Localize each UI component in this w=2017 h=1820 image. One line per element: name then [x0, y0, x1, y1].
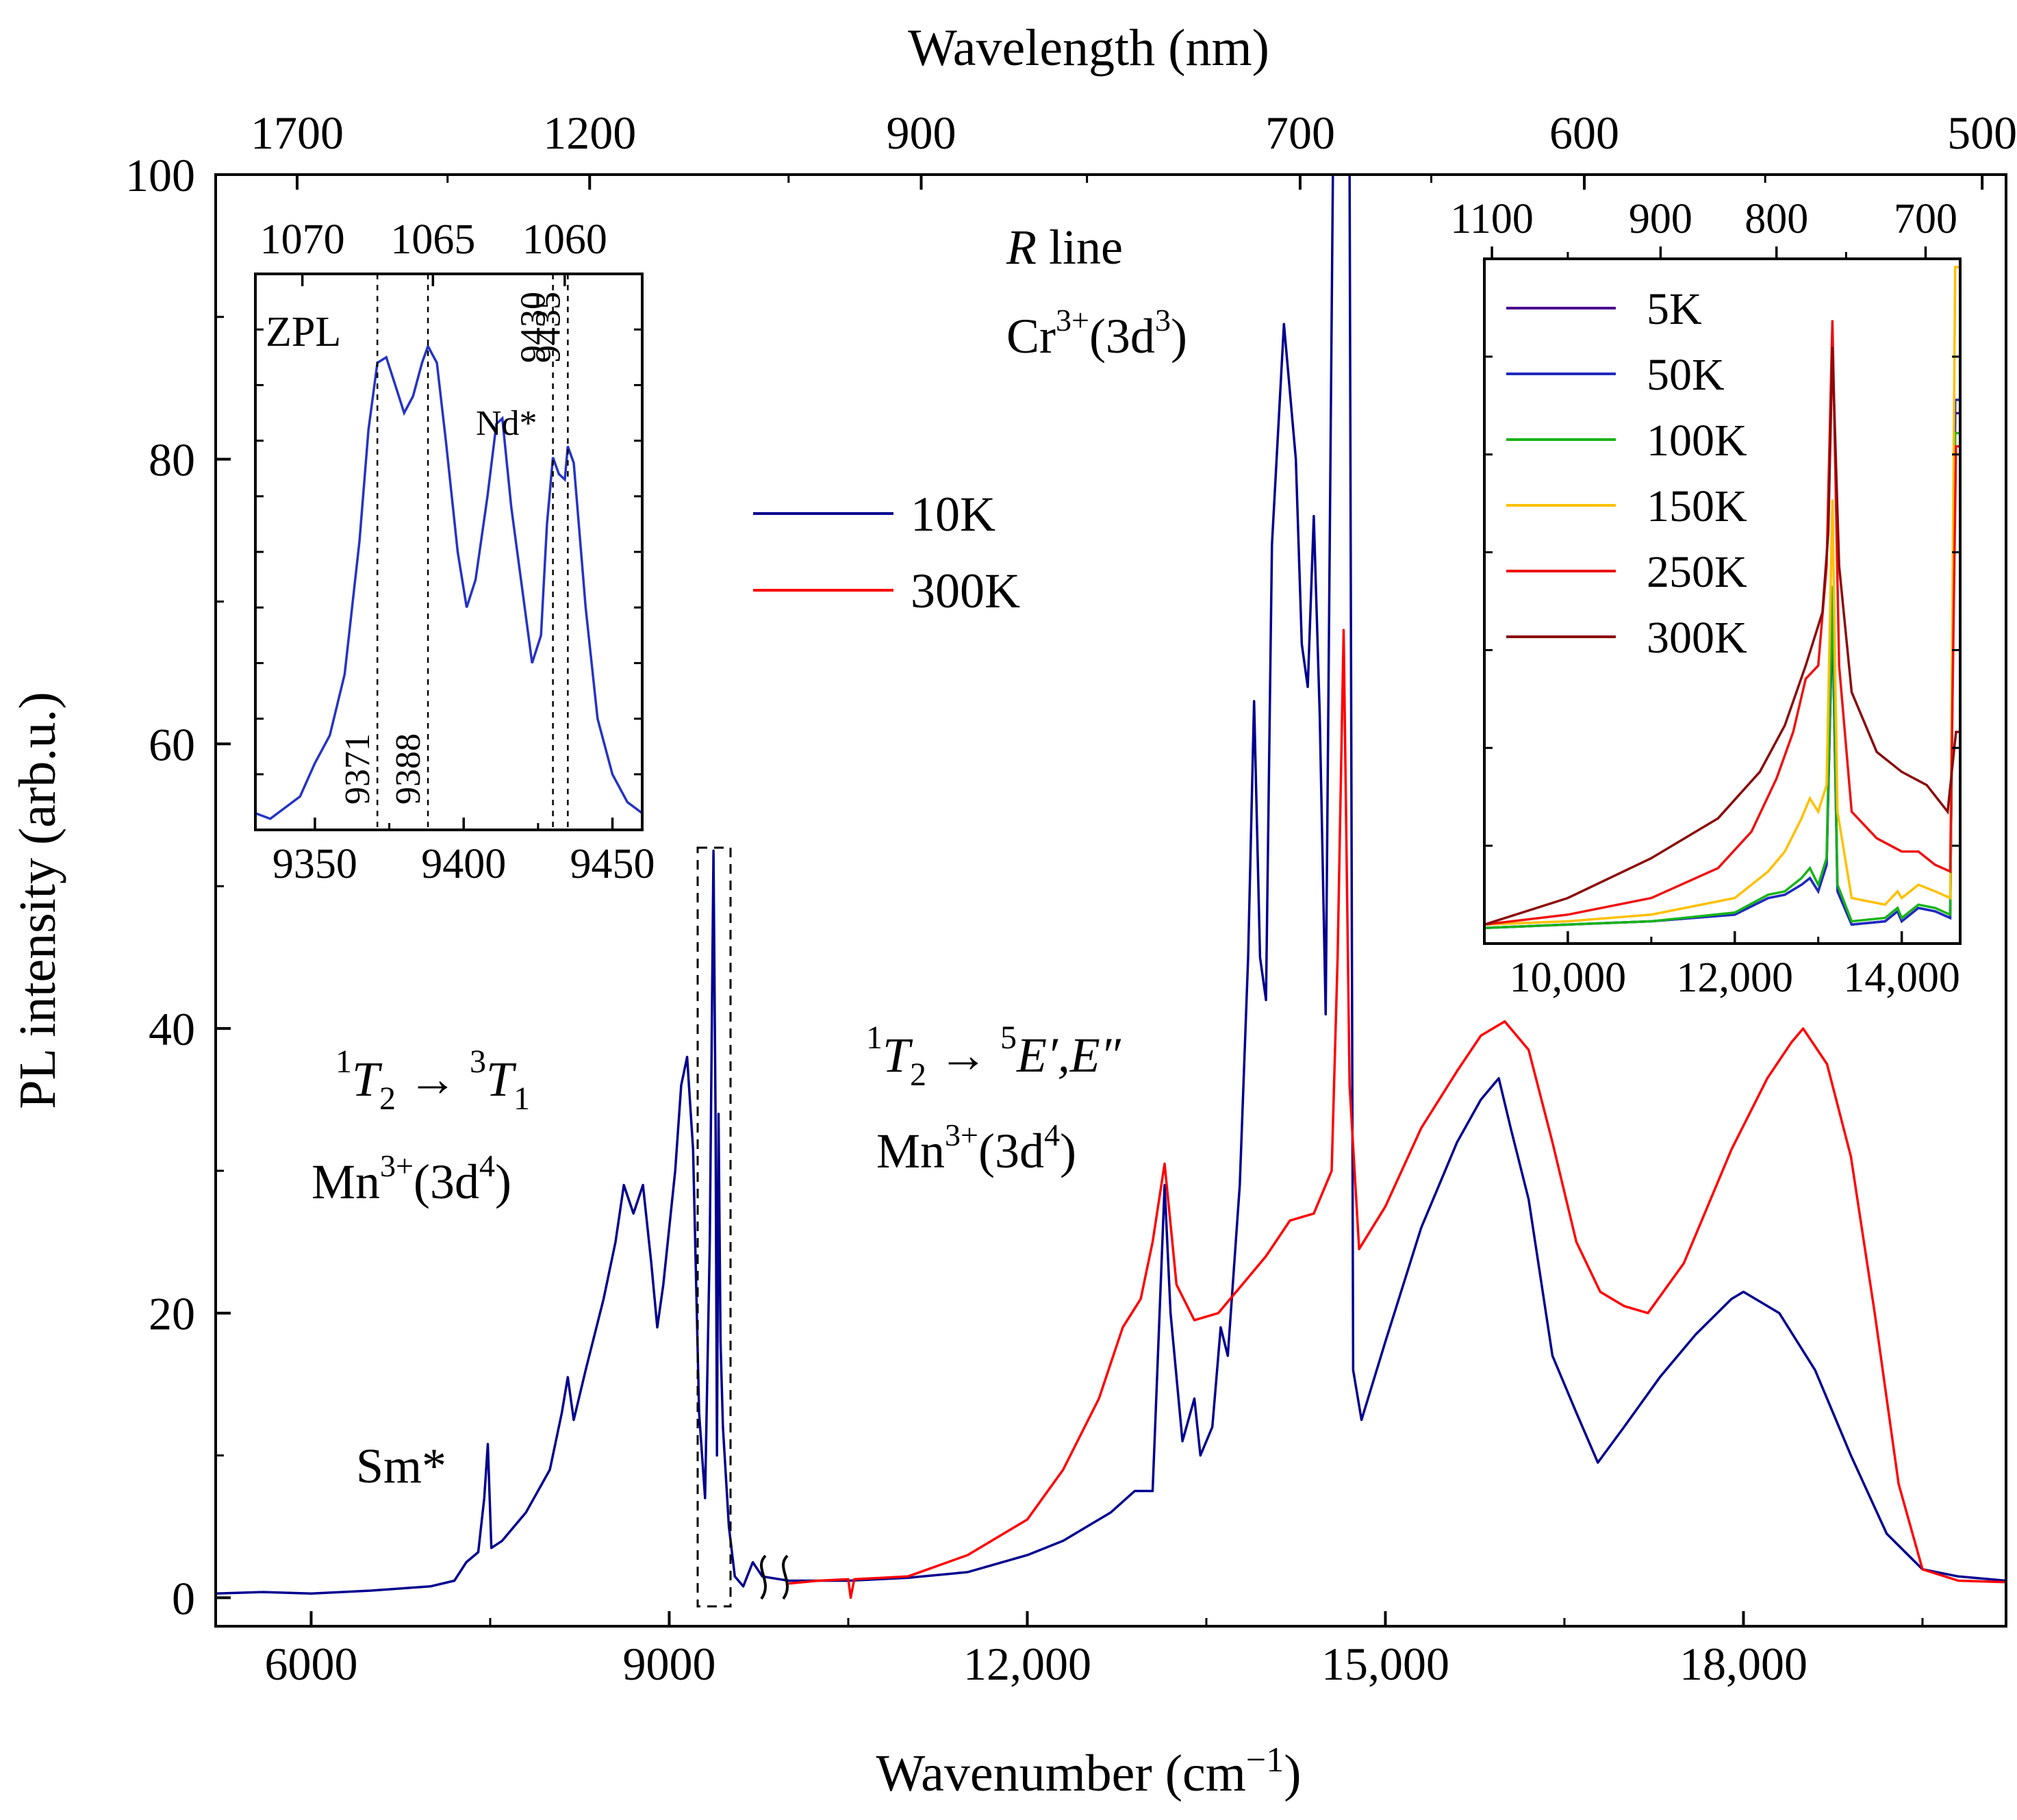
- axis-break-marks: [760, 1554, 789, 1600]
- y-tick-label: 0: [172, 1572, 195, 1624]
- zpl-line-label: 9388: [389, 733, 428, 805]
- x-axis-title: Wavenumber (cm−1): [876, 1741, 1301, 1802]
- zpl-line-label: 9430: [514, 292, 553, 363]
- top-tick-label: 500: [1947, 107, 2017, 159]
- x-tick-label: 9000: [622, 1638, 715, 1690]
- inset-zpl-x-tick-label: 9350: [272, 841, 357, 887]
- transition-2-label: 1T2 → 5E′,E″: [866, 1020, 1121, 1093]
- inset-temperature: 10,000 12,000 14,000 1100 900 800 700 5K 50K 100…: [1450, 196, 1962, 1001]
- inset-temp-top-tick-label: 1100: [1450, 196, 1534, 242]
- inset-zpl-top-tick-label: 1065: [390, 216, 475, 263]
- top-tick-label: 700: [1265, 107, 1335, 159]
- inset-zpl-top-tick-label: 1060: [522, 216, 607, 263]
- series-line-10k: [215, 173, 2007, 1595]
- inset-temp-x-tick-label: 10,000: [1510, 955, 1627, 1001]
- inset-zpl-series: [255, 343, 644, 820]
- main-plot: 6000 9000 12,000 15,000 18,000 0 20 40 60 80 100 17…: [9, 19, 2017, 1802]
- inset-temp-top-tick-label: 700: [1894, 196, 1957, 242]
- inset-nd-label: Nd*: [476, 404, 537, 443]
- inset-legend-label: 5K: [1647, 284, 1702, 334]
- inset-zpl-background: [255, 274, 642, 830]
- x-tick-label: 15,000: [1321, 1638, 1449, 1690]
- inset-legend-label: 100K: [1647, 416, 1747, 466]
- inset-legend: 5K 50K 100K 150K 250K 300K: [1506, 284, 1747, 663]
- mn-label-right: Mn3+(3d4): [876, 1117, 1076, 1178]
- inset-legend-label: 150K: [1647, 481, 1747, 531]
- transition-1-label: 1T2 → 3T1: [335, 1044, 530, 1117]
- inset-temp-x-tick-label: 14,000: [1843, 955, 1960, 1001]
- top-axis-title: Wavelength (nm): [908, 19, 1269, 77]
- y-axis-title: PL intensity (arb.u.): [9, 692, 66, 1109]
- top-tick-label: 600: [1549, 107, 1619, 159]
- inset-zpl-x-tick-label: 9450: [570, 841, 655, 887]
- x-tick-label: 12,000: [963, 1638, 1091, 1690]
- inset-zpl-x-tick-label: 9400: [421, 841, 506, 887]
- r-line-label: R line: [1006, 220, 1123, 275]
- inset-zpl-top-tick-label: 1070: [260, 216, 345, 263]
- inset-legend-label: 50K: [1647, 350, 1725, 400]
- main-legend: 10K 300K: [753, 487, 1020, 618]
- x-tick-label: 18,000: [1679, 1638, 1807, 1690]
- inset-temp-x-tick-label: 12,000: [1677, 955, 1794, 1001]
- y-tick-label: 100: [125, 149, 195, 201]
- inset-temp-top-tick-label: 800: [1745, 196, 1808, 242]
- y-tick-label: 40: [149, 1003, 195, 1055]
- inset-legend-label: 250K: [1647, 547, 1747, 597]
- y-tick-label: 20: [149, 1288, 195, 1340]
- inset-temp-top-tick-label: 900: [1629, 196, 1692, 242]
- top-tick-label: 1200: [543, 107, 636, 159]
- zpl-line-label: 9371: [338, 733, 377, 805]
- main-plot-frame: [214, 173, 2007, 1628]
- y-tick-label: 60: [149, 718, 195, 770]
- inset-series-150k: [1484, 266, 1960, 926]
- legend-300k-label: 300K: [911, 564, 1020, 618]
- top-tick-label: 1700: [251, 107, 344, 159]
- x-tick-label: 6000: [264, 1638, 357, 1690]
- legend-10k-label: 10K: [911, 487, 995, 542]
- cr-label: Cr3+(3d3): [1006, 303, 1187, 364]
- series-line-300k: [788, 629, 2007, 1600]
- inset-series-100k: [1484, 431, 1960, 929]
- inset-temperature-frame: [1483, 257, 1962, 945]
- inset-series-300k: [1484, 346, 1960, 926]
- top-tick-label: 900: [887, 107, 956, 159]
- y-tick-label: 80: [149, 434, 195, 486]
- mn-label-left: Mn3+(3d4): [312, 1148, 511, 1209]
- zpl-line-label: 9435: [529, 292, 568, 363]
- sm-annotation: Sm*: [356, 1439, 446, 1493]
- inset-zpl-label: ZPL: [266, 309, 341, 355]
- inset-legend-label: 300K: [1647, 613, 1747, 663]
- zpl-highlight-box: [696, 846, 732, 1608]
